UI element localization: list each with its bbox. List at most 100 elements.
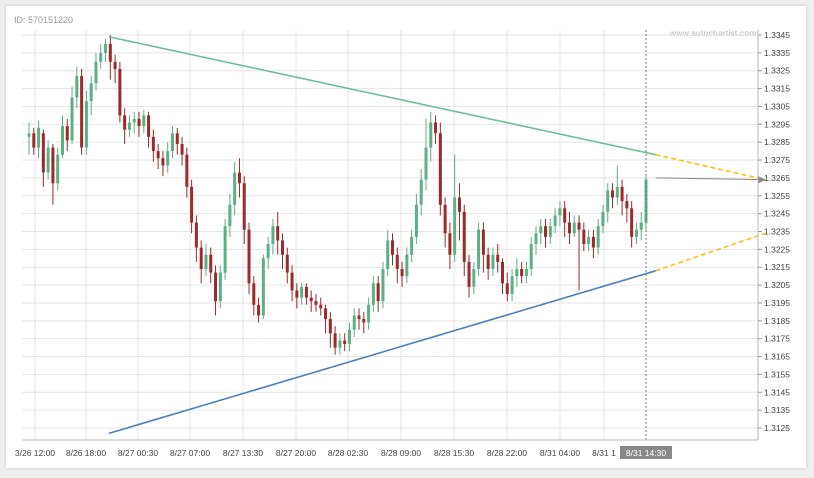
x-tick-label: 8/27 13:30 (223, 448, 263, 458)
candle-bear (123, 115, 127, 130)
watermark: www.autochartist.com (670, 28, 757, 38)
candle-bear (448, 233, 452, 255)
y-tick-label: 1.3195 (764, 298, 790, 308)
y-tick-label: 1.3125 (764, 423, 790, 433)
chart-frame: ID: 570151220 www.autochartist.com (6, 6, 806, 468)
candle-bull (419, 179, 423, 205)
y-tick-label: 1.3285 (764, 137, 790, 147)
y-tick-label: 1.3175 (764, 334, 790, 344)
candle-bull (104, 43, 108, 53)
candle-bull (37, 127, 41, 148)
candle-bull (266, 244, 270, 259)
candle-bull (587, 236, 591, 245)
y-tick-label: 1.3135 (764, 405, 790, 415)
candle-bear (147, 115, 151, 137)
candle-bear (376, 283, 380, 302)
candle-bull (70, 97, 74, 141)
y-tick-label: 1.3325 (764, 66, 790, 76)
candle-bull (553, 215, 557, 227)
candle-bull (548, 226, 552, 237)
candle-bear (247, 229, 251, 284)
candle-bull (639, 222, 643, 230)
candle-bull (94, 61, 98, 84)
y-tick-label: 1.3235 (764, 227, 790, 237)
candle-bear (314, 301, 318, 305)
chart-id-label: ID: 570151220 (14, 15, 74, 25)
candle-bear (290, 272, 294, 291)
candle-bull (572, 222, 576, 234)
candle-bear (242, 183, 246, 230)
x-tick-label: 8/28 09:00 (381, 448, 421, 458)
candle-bull (534, 233, 538, 245)
candle-bear (620, 186, 624, 202)
candle-bear (400, 269, 404, 277)
x-tick-label: 8/26 18:00 (66, 448, 106, 458)
grid (22, 30, 758, 440)
candle-bull (529, 244, 533, 270)
candle-bull (477, 229, 481, 270)
candle-bear (467, 261, 471, 287)
candle-bear (65, 126, 69, 141)
y-tick-label: 1.3205 (764, 280, 790, 290)
candle-bear (295, 290, 299, 298)
projection-upper-line (655, 153, 766, 181)
candle-bear (309, 297, 313, 302)
y-tick-label: 1.3305 (764, 101, 790, 111)
candle-bull (371, 283, 375, 305)
candle-bear (481, 229, 485, 255)
candle-bear (591, 236, 595, 248)
candle-bull (56, 154, 60, 184)
candle-bear (438, 133, 442, 205)
candle-bull (510, 276, 514, 295)
candle-bear (362, 319, 366, 323)
candle-bear (194, 222, 198, 248)
candle-bear (630, 208, 634, 237)
candle-bull (429, 122, 433, 148)
candle-bull (127, 122, 131, 130)
candle-bull (99, 52, 103, 62)
candle-bear (257, 304, 261, 316)
candle-bear (567, 222, 571, 234)
candle-bull (89, 83, 93, 102)
candle-bull (414, 204, 418, 237)
candle-bull (75, 76, 79, 98)
candle-bear (280, 240, 284, 255)
candles (27, 35, 648, 355)
candle-bull (223, 226, 227, 273)
candle-bear (563, 208, 567, 223)
candle-bull (218, 272, 222, 302)
candle-bear (395, 254, 399, 270)
candle-bull (84, 101, 88, 148)
current-time-tag (620, 446, 672, 459)
candle-bull (634, 229, 638, 237)
x-tick-label: 8/27 20:00 (276, 448, 316, 458)
candle-bear (209, 254, 213, 273)
candle-bear (328, 319, 332, 334)
y-tick-label: 1.3315 (764, 84, 790, 94)
candle-bear (51, 147, 55, 184)
candle-bear (434, 122, 438, 134)
candle-bear (214, 272, 218, 302)
y-tick-label: 1.3225 (764, 244, 790, 254)
candle-bull (615, 186, 619, 198)
candle-bear (357, 315, 361, 320)
candle-bear (199, 247, 203, 270)
x-tick-label: 8/27 00:30 (118, 448, 158, 458)
y-tick-label: 1.3345 (764, 30, 790, 40)
last-price-arrow (655, 177, 766, 181)
y-tick-label: 1.3255 (764, 191, 790, 201)
candle-bear (161, 158, 165, 166)
candle-bear (462, 211, 466, 262)
resistance-line (108, 36, 656, 156)
candle-bull (491, 254, 495, 270)
candle-bear (118, 68, 122, 116)
candle-bear (32, 133, 36, 148)
candle-bear (611, 190, 615, 198)
candle-bull (410, 236, 414, 255)
y-tick-label: 1.3155 (764, 369, 790, 379)
candle-bull (405, 254, 409, 277)
candle-bull (170, 133, 174, 152)
candle-bull (352, 315, 356, 330)
candle-bull (424, 147, 428, 180)
